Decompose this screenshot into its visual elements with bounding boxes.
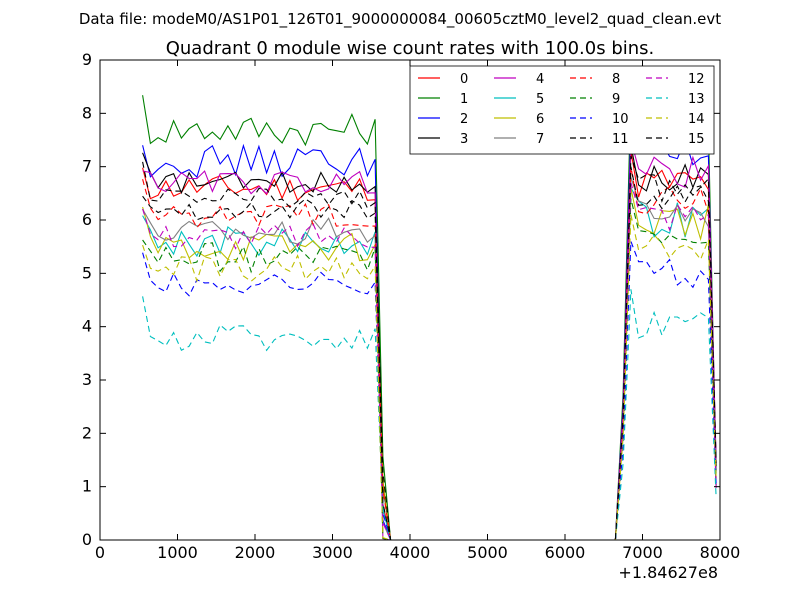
x-tick-label: 1000 <box>157 543 198 562</box>
legend-label: 5 <box>536 92 544 107</box>
legend-label: 12 <box>688 72 705 87</box>
series-line-3 <box>142 145 717 541</box>
legend-label: 1 <box>460 92 468 107</box>
legend-label: 0 <box>460 72 468 87</box>
y-tick-label: 5 <box>82 263 92 282</box>
x-tick-label: 2000 <box>235 543 276 562</box>
chart-title: Quadrant 0 module wise count rates with … <box>166 38 655 59</box>
series-line-11 <box>142 166 717 541</box>
legend-label: 7 <box>536 132 544 147</box>
legend-box <box>409 65 715 155</box>
legend-label: 14 <box>688 112 705 127</box>
x-axis: 0 1000 2000 3000 4000 5000 6000 7000 8000 <box>95 60 740 562</box>
legend-label: 11 <box>612 132 629 147</box>
y-tick-label: 7 <box>82 157 92 176</box>
legend-label: 8 <box>612 72 620 87</box>
series-line-10 <box>142 241 717 541</box>
legend-label: 6 <box>536 112 544 127</box>
legend-label: 4 <box>536 72 544 87</box>
legend-label: 10 <box>612 112 629 127</box>
series-line-15 <box>142 155 717 541</box>
x-tick-label: 6000 <box>545 543 586 562</box>
suptitle: Data file: modeM0/AS1P01_126T01_90000000… <box>79 10 721 29</box>
series-line-7 <box>142 177 717 541</box>
series-line-8 <box>142 166 717 541</box>
y-tick-label: 9 <box>82 50 92 69</box>
series-line-13 <box>142 289 717 541</box>
legend-label: 2 <box>460 112 468 127</box>
series-line-14 <box>142 214 717 541</box>
series-line-12 <box>142 182 717 541</box>
legend-label: 3 <box>460 132 468 147</box>
series-line-6 <box>142 187 717 541</box>
x-tick-label: 4000 <box>390 543 431 562</box>
y-tick-label: 3 <box>82 370 92 389</box>
series-line-4 <box>142 139 717 541</box>
legend-label: 9 <box>612 92 620 107</box>
plot-lines <box>142 91 717 541</box>
series-line-0 <box>142 150 717 541</box>
x-tick-label: 7000 <box>622 543 663 562</box>
y-tick-label: 6 <box>82 210 92 229</box>
legend-label: 13 <box>688 92 705 107</box>
y-tick-label: 0 <box>82 530 92 549</box>
x-tick-label: 0 <box>95 543 105 562</box>
y-tick-label: 1 <box>82 477 92 496</box>
y-tick-label: 4 <box>82 317 92 336</box>
y-tick-label: 8 <box>82 103 92 122</box>
x-tick-label: 3000 <box>312 543 353 562</box>
legend-label: 15 <box>688 132 705 147</box>
x-offset-label: +1.84627e8 <box>618 563 718 582</box>
x-tick-label: 8000 <box>700 543 741 562</box>
y-tick-label: 2 <box>82 423 92 442</box>
x-tick-label: 5000 <box>467 543 508 562</box>
series-line-5 <box>142 186 717 541</box>
